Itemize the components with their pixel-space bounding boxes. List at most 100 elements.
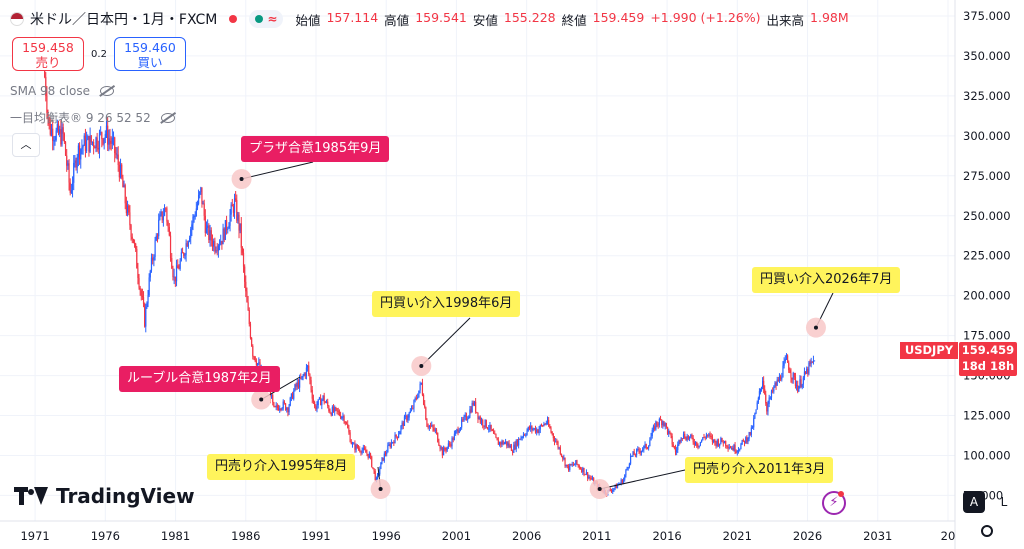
candle-body [297, 382, 300, 388]
candle-body [115, 153, 117, 155]
candle-body [492, 430, 495, 434]
visibility-toggle[interactable]: ≈ [249, 10, 284, 28]
annotation-label[interactable]: 円買い介入2026年7月 [752, 267, 901, 293]
candle-body [236, 200, 238, 221]
annotation-label[interactable]: 円売り介入2011年3月 [685, 457, 834, 483]
sell-button[interactable]: 159.458 売り [12, 37, 84, 71]
candle-body [757, 397, 759, 403]
candle-body [740, 444, 742, 450]
candle-body [254, 356, 256, 362]
candle-body [476, 411, 478, 413]
candle-body [245, 281, 247, 292]
candle-body [563, 457, 565, 459]
candle-body [694, 441, 697, 445]
candle-body [357, 448, 360, 450]
eye-hidden-icon[interactable] [160, 112, 175, 123]
candle-body [221, 240, 223, 245]
y-tick-label: 125.000 [963, 409, 1011, 423]
indicator-sma[interactable]: SMA 98 close [10, 84, 114, 98]
candle-body [166, 208, 168, 222]
auto-scale-button[interactable]: A [963, 491, 985, 513]
candle-body [800, 379, 802, 387]
candle-body [130, 225, 132, 237]
candle-body [348, 428, 350, 433]
candle-body [522, 434, 525, 437]
candle-body [513, 444, 515, 453]
candle-body [809, 362, 811, 364]
candle-body [634, 454, 636, 456]
candle-body [365, 449, 367, 453]
candle-body [658, 419, 660, 426]
candle-body [125, 203, 127, 214]
candle-body [741, 439, 743, 445]
candle-body [785, 355, 788, 360]
annotation-label[interactable]: プラザ合意1985年9月 [241, 136, 390, 162]
indicator-ichimoku[interactable]: 一目均衡表® 9 26 52 52 [10, 109, 175, 126]
candle-body [353, 443, 355, 445]
eye-hidden-icon[interactable] [100, 86, 114, 96]
candle-body [313, 401, 316, 407]
candle-body [69, 182, 71, 193]
settings-gear-icon[interactable] [981, 525, 993, 537]
candle-body [121, 164, 123, 178]
candle-body [699, 441, 702, 446]
candle-body [135, 243, 137, 249]
candle-body [625, 470, 627, 476]
candle-body [303, 373, 305, 376]
candle-body [767, 403, 769, 412]
candle-body [251, 338, 253, 346]
candle-body [363, 447, 366, 450]
candle-body [802, 377, 804, 385]
candle-body [462, 419, 464, 421]
annotation-label[interactable]: 円売り介入1995年8月 [207, 454, 356, 480]
candle-body [763, 380, 765, 390]
candle-body [664, 423, 666, 426]
candle-body [290, 393, 293, 398]
candle-body [510, 445, 513, 452]
candle-body [284, 403, 287, 411]
candle-body [399, 431, 401, 435]
candle-body [403, 416, 406, 426]
collapse-button[interactable]: ︿ [12, 133, 40, 157]
log-scale-button[interactable]: L [1000, 495, 1008, 509]
candle-body [204, 215, 206, 233]
time-axis: 1971 1976 1981 1986 1991 1996 2001 2006 2011 2016… [20, 529, 955, 543]
candle-body [412, 408, 414, 410]
buy-button[interactable]: 159.460 買い [114, 37, 186, 71]
candle-body [495, 434, 497, 438]
candle-body [467, 418, 469, 420]
candle-body [217, 245, 219, 251]
annotation-label[interactable]: ルーブル合意1987年2月 [119, 366, 280, 392]
candle-body [289, 397, 291, 406]
candle-body [249, 324, 252, 339]
wave-icon: ≈ [267, 12, 278, 26]
candle-body [193, 216, 195, 218]
candle-body [108, 138, 110, 145]
candle-body [686, 436, 688, 441]
candle-body [184, 254, 186, 256]
candle-body [324, 402, 326, 404]
green-dot-icon [255, 15, 264, 23]
candle-body [90, 135, 92, 143]
candle-body [635, 449, 638, 456]
candle-body [433, 427, 435, 431]
lightning-icon[interactable]: ⚡ [822, 491, 846, 515]
candle-body [471, 402, 473, 413]
candle-body [501, 441, 503, 445]
candle-body [56, 123, 58, 131]
y-tick-label: 225.000 [963, 249, 1011, 263]
symbol-title[interactable]: 米ドル／日本円・1月・FXCM [30, 12, 218, 28]
annotation-anchor-dot [597, 487, 602, 492]
annotation-label[interactable]: 円買い介入1998年6月 [372, 291, 521, 317]
candle-body [519, 438, 521, 440]
candle-body [334, 407, 336, 412]
candle-body [781, 377, 783, 380]
candle-body [639, 450, 641, 453]
candle-body [735, 451, 737, 453]
candle-body [546, 420, 549, 423]
candle-body [458, 430, 460, 433]
candle-body [434, 429, 436, 431]
candle-body [732, 447, 734, 451]
candle-body [544, 424, 546, 426]
candle-body [203, 203, 205, 216]
